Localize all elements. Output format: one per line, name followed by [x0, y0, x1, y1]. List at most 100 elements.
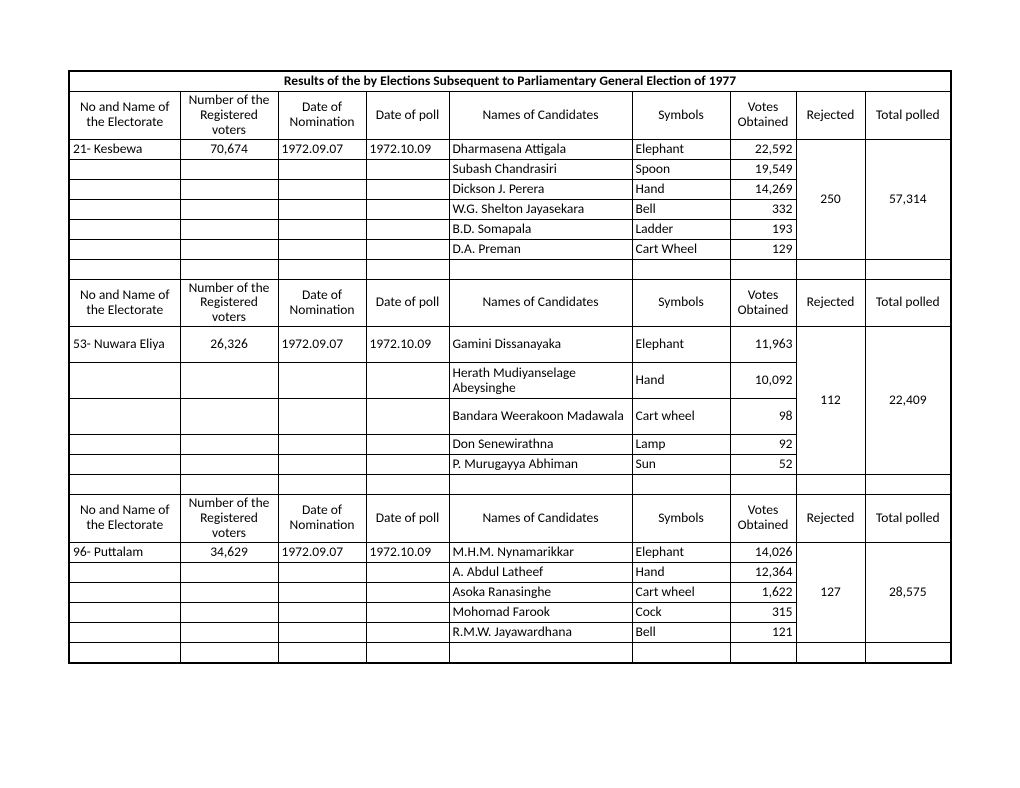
cell-candidate-name: B.D. Somapala — [449, 219, 632, 239]
cell-candidate-name: Herath Mudiyanselage Abeysinghe — [449, 363, 632, 399]
cell-symbol: Cart wheel — [632, 399, 730, 435]
header-votes: Votes Obtained — [730, 279, 796, 327]
cell-votes: 129 — [730, 239, 796, 259]
cell-rejected: 112 — [796, 327, 865, 475]
header-nom-date: Date of Nomination — [278, 92, 366, 140]
cell-candidate-name: Asoka Ranasinghe — [449, 582, 632, 602]
cell-candidate-name: A. Abdul Latheef — [449, 562, 632, 582]
cell-votes: 52 — [730, 455, 796, 475]
header-voters: Number of the Registered voters — [180, 279, 278, 327]
header-rejected: Rejected — [796, 495, 865, 543]
header-poll-date: Date of poll — [366, 92, 449, 140]
cell-votes: 11,963 — [730, 327, 796, 363]
cell-total: 22,409 — [865, 327, 951, 475]
empty-row — [69, 642, 951, 663]
cell-votes: 92 — [730, 435, 796, 455]
cell-symbol: Cock — [632, 602, 730, 622]
cell-symbol: Cart wheel — [632, 582, 730, 602]
empty-row — [69, 259, 951, 279]
header-electorate: No and Name of the Electorate — [69, 92, 180, 140]
cell-votes: 14,026 — [730, 542, 796, 562]
header-nom-date: Date of Nomination — [278, 495, 366, 543]
data-row: 21- Kesbewa70,6741972.09.071972.10.09Dha… — [69, 139, 951, 159]
column-header-row: No and Name of the ElectorateNumber of t… — [69, 495, 951, 543]
header-total: Total polled — [865, 495, 951, 543]
header-candidates: Names of Candidates — [449, 92, 632, 140]
cell-symbol: Ladder — [632, 219, 730, 239]
column-header-row: No and Name of the ElectorateNumber of t… — [69, 279, 951, 327]
header-votes: Votes Obtained — [730, 92, 796, 140]
table-title-row: Results of the by Elections Subsequent t… — [69, 71, 951, 92]
header-symbols: Symbols — [632, 495, 730, 543]
cell-symbol: Elephant — [632, 327, 730, 363]
header-voters: Number of the Registered voters — [180, 495, 278, 543]
cell-candidate-name: Subash Chandrasiri — [449, 159, 632, 179]
cell-votes: 19,549 — [730, 159, 796, 179]
cell-candidate-name: M.H.M. Nynamarikkar — [449, 542, 632, 562]
empty-row — [69, 475, 951, 495]
cell-candidate-name: D.A. Preman — [449, 239, 632, 259]
cell-nom-date: 1972.09.07 — [278, 542, 366, 562]
cell-nom-date: 1972.09.07 — [278, 327, 366, 363]
header-symbols: Symbols — [632, 279, 730, 327]
cell-symbol: Hand — [632, 562, 730, 582]
header-poll-date: Date of poll — [366, 279, 449, 327]
cell-candidate-name: W.G. Shelton Jayasekara — [449, 199, 632, 219]
header-total: Total polled — [865, 279, 951, 327]
cell-candidate-name: Mohomad Farook — [449, 602, 632, 622]
cell-electorate: 21- Kesbewa — [69, 139, 180, 159]
header-total: Total polled — [865, 92, 951, 140]
cell-poll-date: 1972.10.09 — [366, 327, 449, 363]
cell-total: 57,314 — [865, 139, 951, 259]
document-page: Results of the by Elections Subsequent t… — [0, 0, 1020, 704]
data-row: 96- Puttalam34,6291972.09.071972.10.09M.… — [69, 542, 951, 562]
cell-electorate: 53- Nuwara Eliya — [69, 327, 180, 363]
header-nom-date: Date of Nomination — [278, 279, 366, 327]
cell-voters: 26,326 — [180, 327, 278, 363]
cell-candidate-name: Dickson J. Perera — [449, 179, 632, 199]
cell-votes: 121 — [730, 622, 796, 642]
header-poll-date: Date of poll — [366, 495, 449, 543]
header-rejected: Rejected — [796, 279, 865, 327]
cell-candidate-name: Dharmasena Attigala — [449, 139, 632, 159]
cell-rejected: 127 — [796, 542, 865, 642]
cell-total: 28,575 — [865, 542, 951, 642]
column-header-row: No and Name of the ElectorateNumber of t… — [69, 92, 951, 140]
header-rejected: Rejected — [796, 92, 865, 140]
cell-symbol: Bell — [632, 199, 730, 219]
cell-symbol: Hand — [632, 363, 730, 399]
cell-votes: 22,592 — [730, 139, 796, 159]
cell-candidate-name: Bandara Weerakoon Madawala — [449, 399, 632, 435]
data-row: 53- Nuwara Eliya26,3261972.09.071972.10.… — [69, 327, 951, 363]
cell-symbol: Lamp — [632, 435, 730, 455]
cell-electorate: 96- Puttalam — [69, 542, 180, 562]
cell-symbol: Elephant — [632, 139, 730, 159]
header-candidates: Names of Candidates — [449, 495, 632, 543]
cell-votes: 193 — [730, 219, 796, 239]
cell-symbol: Sun — [632, 455, 730, 475]
election-results-table: Results of the by Elections Subsequent t… — [68, 70, 952, 664]
cell-candidate-name: Gamini Dissanayaka — [449, 327, 632, 363]
cell-votes: 98 — [730, 399, 796, 435]
cell-rejected: 250 — [796, 139, 865, 259]
cell-votes: 315 — [730, 602, 796, 622]
header-electorate: No and Name of the Electorate — [69, 279, 180, 327]
cell-symbol: Bell — [632, 622, 730, 642]
header-candidates: Names of Candidates — [449, 279, 632, 327]
cell-candidate-name: Don Senewirathna — [449, 435, 632, 455]
header-voters: Number of the Registered voters — [180, 92, 278, 140]
cell-poll-date: 1972.10.09 — [366, 542, 449, 562]
cell-voters: 34,629 — [180, 542, 278, 562]
cell-votes: 10,092 — [730, 363, 796, 399]
cell-candidate-name: P. Murugayya Abhiman — [449, 455, 632, 475]
cell-votes: 14,269 — [730, 179, 796, 199]
cell-voters: 70,674 — [180, 139, 278, 159]
cell-votes: 12,364 — [730, 562, 796, 582]
cell-symbol: Cart Wheel — [632, 239, 730, 259]
cell-symbol: Hand — [632, 179, 730, 199]
cell-votes: 1,622 — [730, 582, 796, 602]
table-title: Results of the by Elections Subsequent t… — [69, 71, 951, 92]
cell-candidate-name: R.M.W. Jayawardhana — [449, 622, 632, 642]
cell-poll-date: 1972.10.09 — [366, 139, 449, 159]
cell-nom-date: 1972.09.07 — [278, 139, 366, 159]
